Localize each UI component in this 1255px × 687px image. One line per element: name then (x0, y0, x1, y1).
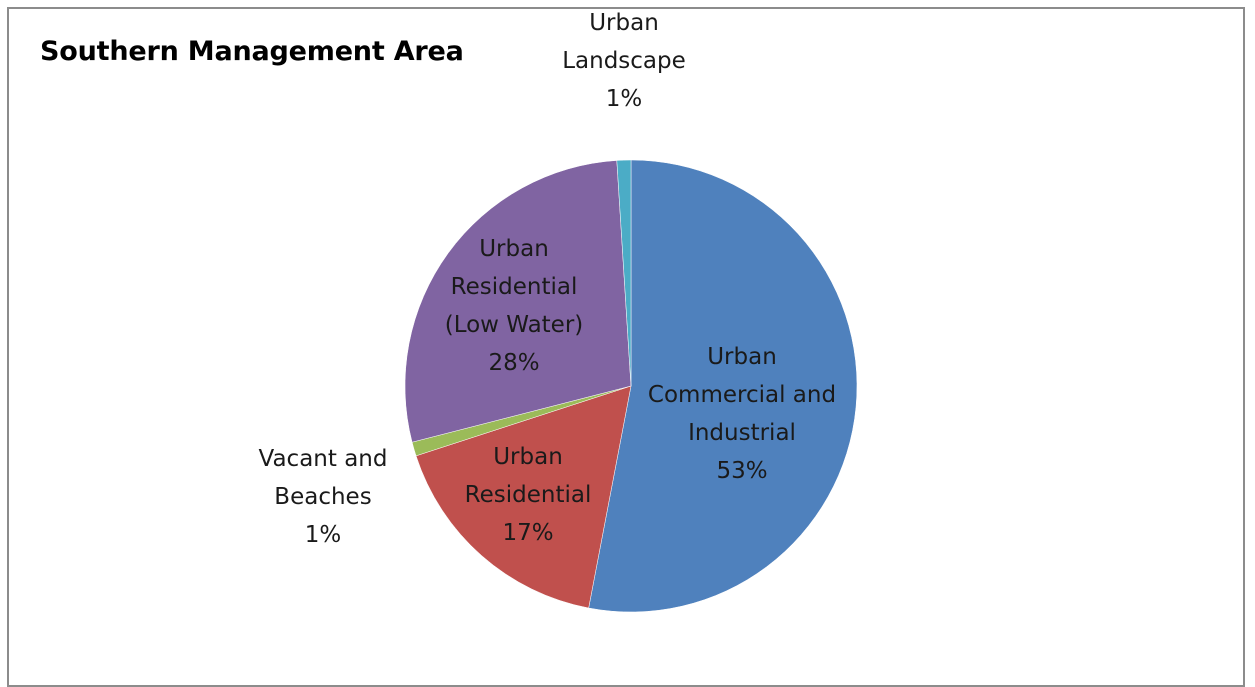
chart-title: Southern Management Area (40, 36, 464, 67)
data-label-urban-residential-low-water: Urban Residential (Low Water) 28% (445, 236, 584, 376)
data-label-urban-landscape: Urban Landscape 1% (562, 10, 686, 112)
pie-slice-urban-landscape (616, 159, 632, 387)
pie-slice-urban-commercial-and-industrial (588, 159, 858, 613)
data-label-urban-residential: Urban Residential 17% (465, 444, 592, 546)
pie-slice-urban-residential (415, 385, 632, 609)
pie-slice-urban-residential-low-water (404, 160, 632, 443)
data-label-urban-commercial-and-industrial: Urban Commercial and Industrial 53% (648, 344, 836, 484)
data-label-vacant-and-beaches: Vacant and Beaches 1% (259, 446, 388, 548)
